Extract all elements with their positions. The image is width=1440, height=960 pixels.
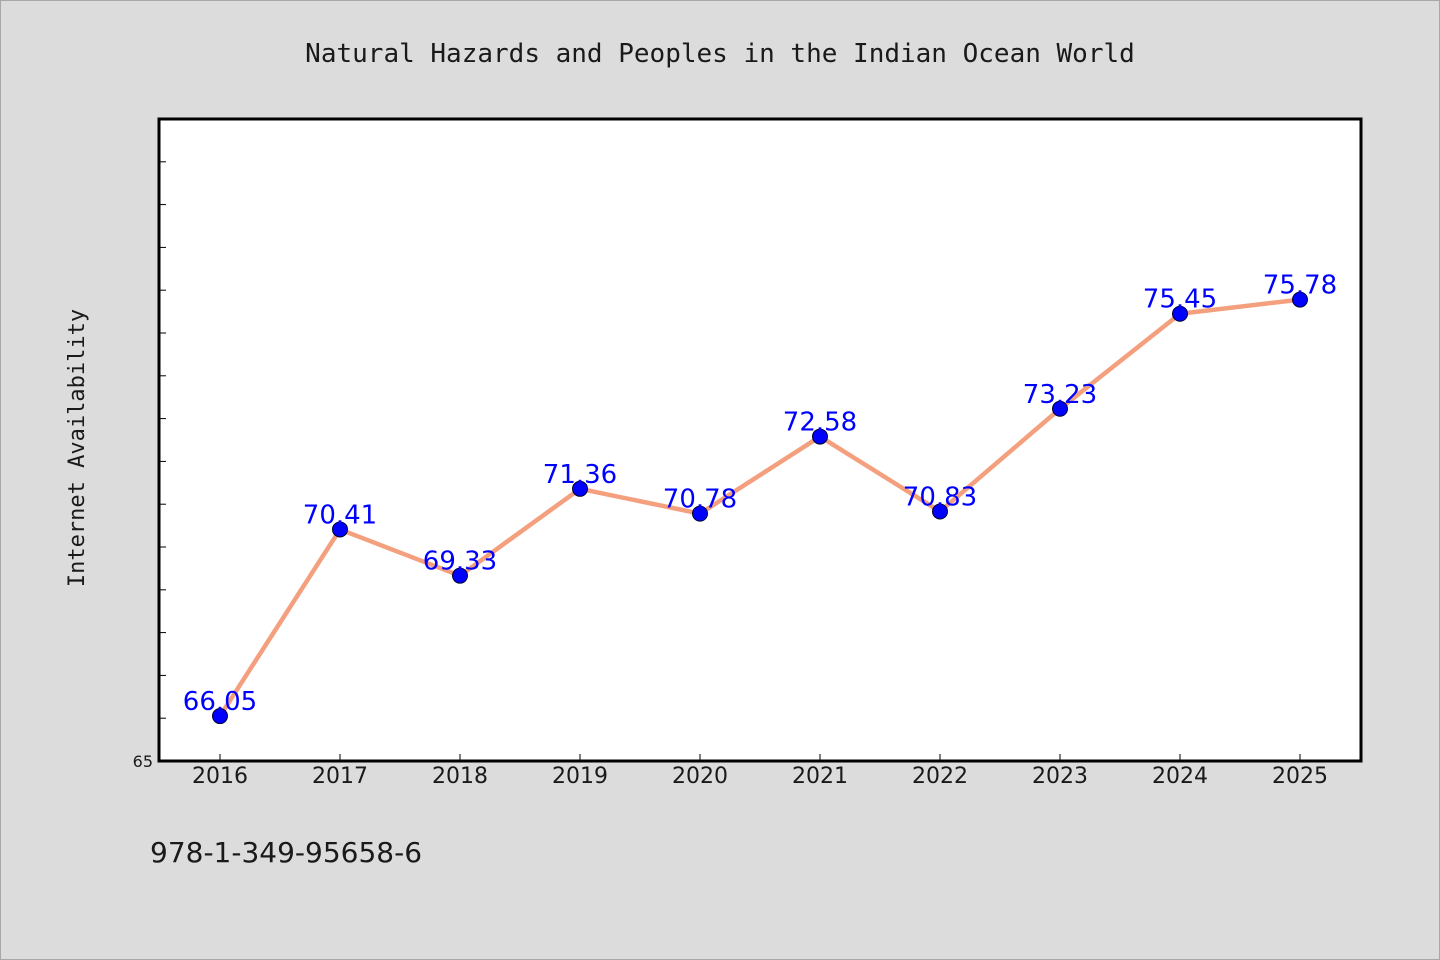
data-point bbox=[212, 708, 228, 725]
x-tick-label: 2017 bbox=[312, 764, 368, 789]
data-labels: 66.05 70.41 69.33 71.36 70.78 72.58 70.83 73.23… bbox=[183, 271, 1337, 717]
data-point bbox=[452, 567, 468, 584]
x-tick-label: 2018 bbox=[432, 764, 488, 789]
x-tick-label: 2023 bbox=[1032, 764, 1088, 789]
x-tick-label: 2022 bbox=[912, 764, 968, 789]
data-point bbox=[932, 503, 948, 520]
data-point bbox=[1172, 305, 1188, 322]
data-label: 66.05 bbox=[183, 687, 257, 717]
x-axis-ticks: 2016 2017 2018 2019 2020 2021 2022 2023 2024 2025 bbox=[192, 754, 1328, 789]
data-label: 70.83 bbox=[903, 482, 977, 512]
x-tick-label: 2024 bbox=[1152, 764, 1208, 789]
data-markers bbox=[212, 291, 1308, 725]
data-point bbox=[812, 428, 828, 445]
series-line-group bbox=[218, 297, 1301, 718]
data-label: 70.41 bbox=[303, 500, 377, 530]
x-tick-label: 2019 bbox=[552, 764, 608, 789]
data-label: 70.78 bbox=[663, 485, 737, 515]
footer-isbn: 978-1-349-95658-6 bbox=[150, 836, 422, 869]
data-point bbox=[1052, 400, 1068, 417]
chart-title: Natural Hazards and Peoples in the India… bbox=[305, 39, 1135, 69]
plot-area bbox=[157, 117, 1363, 763]
data-label: 71.36 bbox=[543, 460, 617, 490]
x-tick-label: 2016 bbox=[192, 764, 248, 789]
x-tick-label: 2025 bbox=[1272, 764, 1328, 789]
data-label: 75.45 bbox=[1143, 285, 1217, 315]
data-label: 75.78 bbox=[1263, 271, 1337, 301]
x-tick-label: 2020 bbox=[672, 764, 728, 789]
data-point bbox=[692, 505, 708, 522]
data-label: 72.58 bbox=[783, 408, 857, 438]
data-point bbox=[1292, 291, 1308, 308]
data-label: 73.23 bbox=[1023, 380, 1097, 410]
series-line bbox=[218, 297, 1301, 718]
y-tick-label: 65 bbox=[133, 752, 153, 771]
data-label: 69.33 bbox=[423, 547, 497, 577]
data-point bbox=[332, 521, 348, 538]
y-axis-ticks: 65 bbox=[133, 118, 166, 771]
x-tick-label: 2021 bbox=[792, 764, 848, 789]
y-axis-label: Internet Availability bbox=[65, 309, 90, 587]
data-point bbox=[572, 480, 588, 497]
